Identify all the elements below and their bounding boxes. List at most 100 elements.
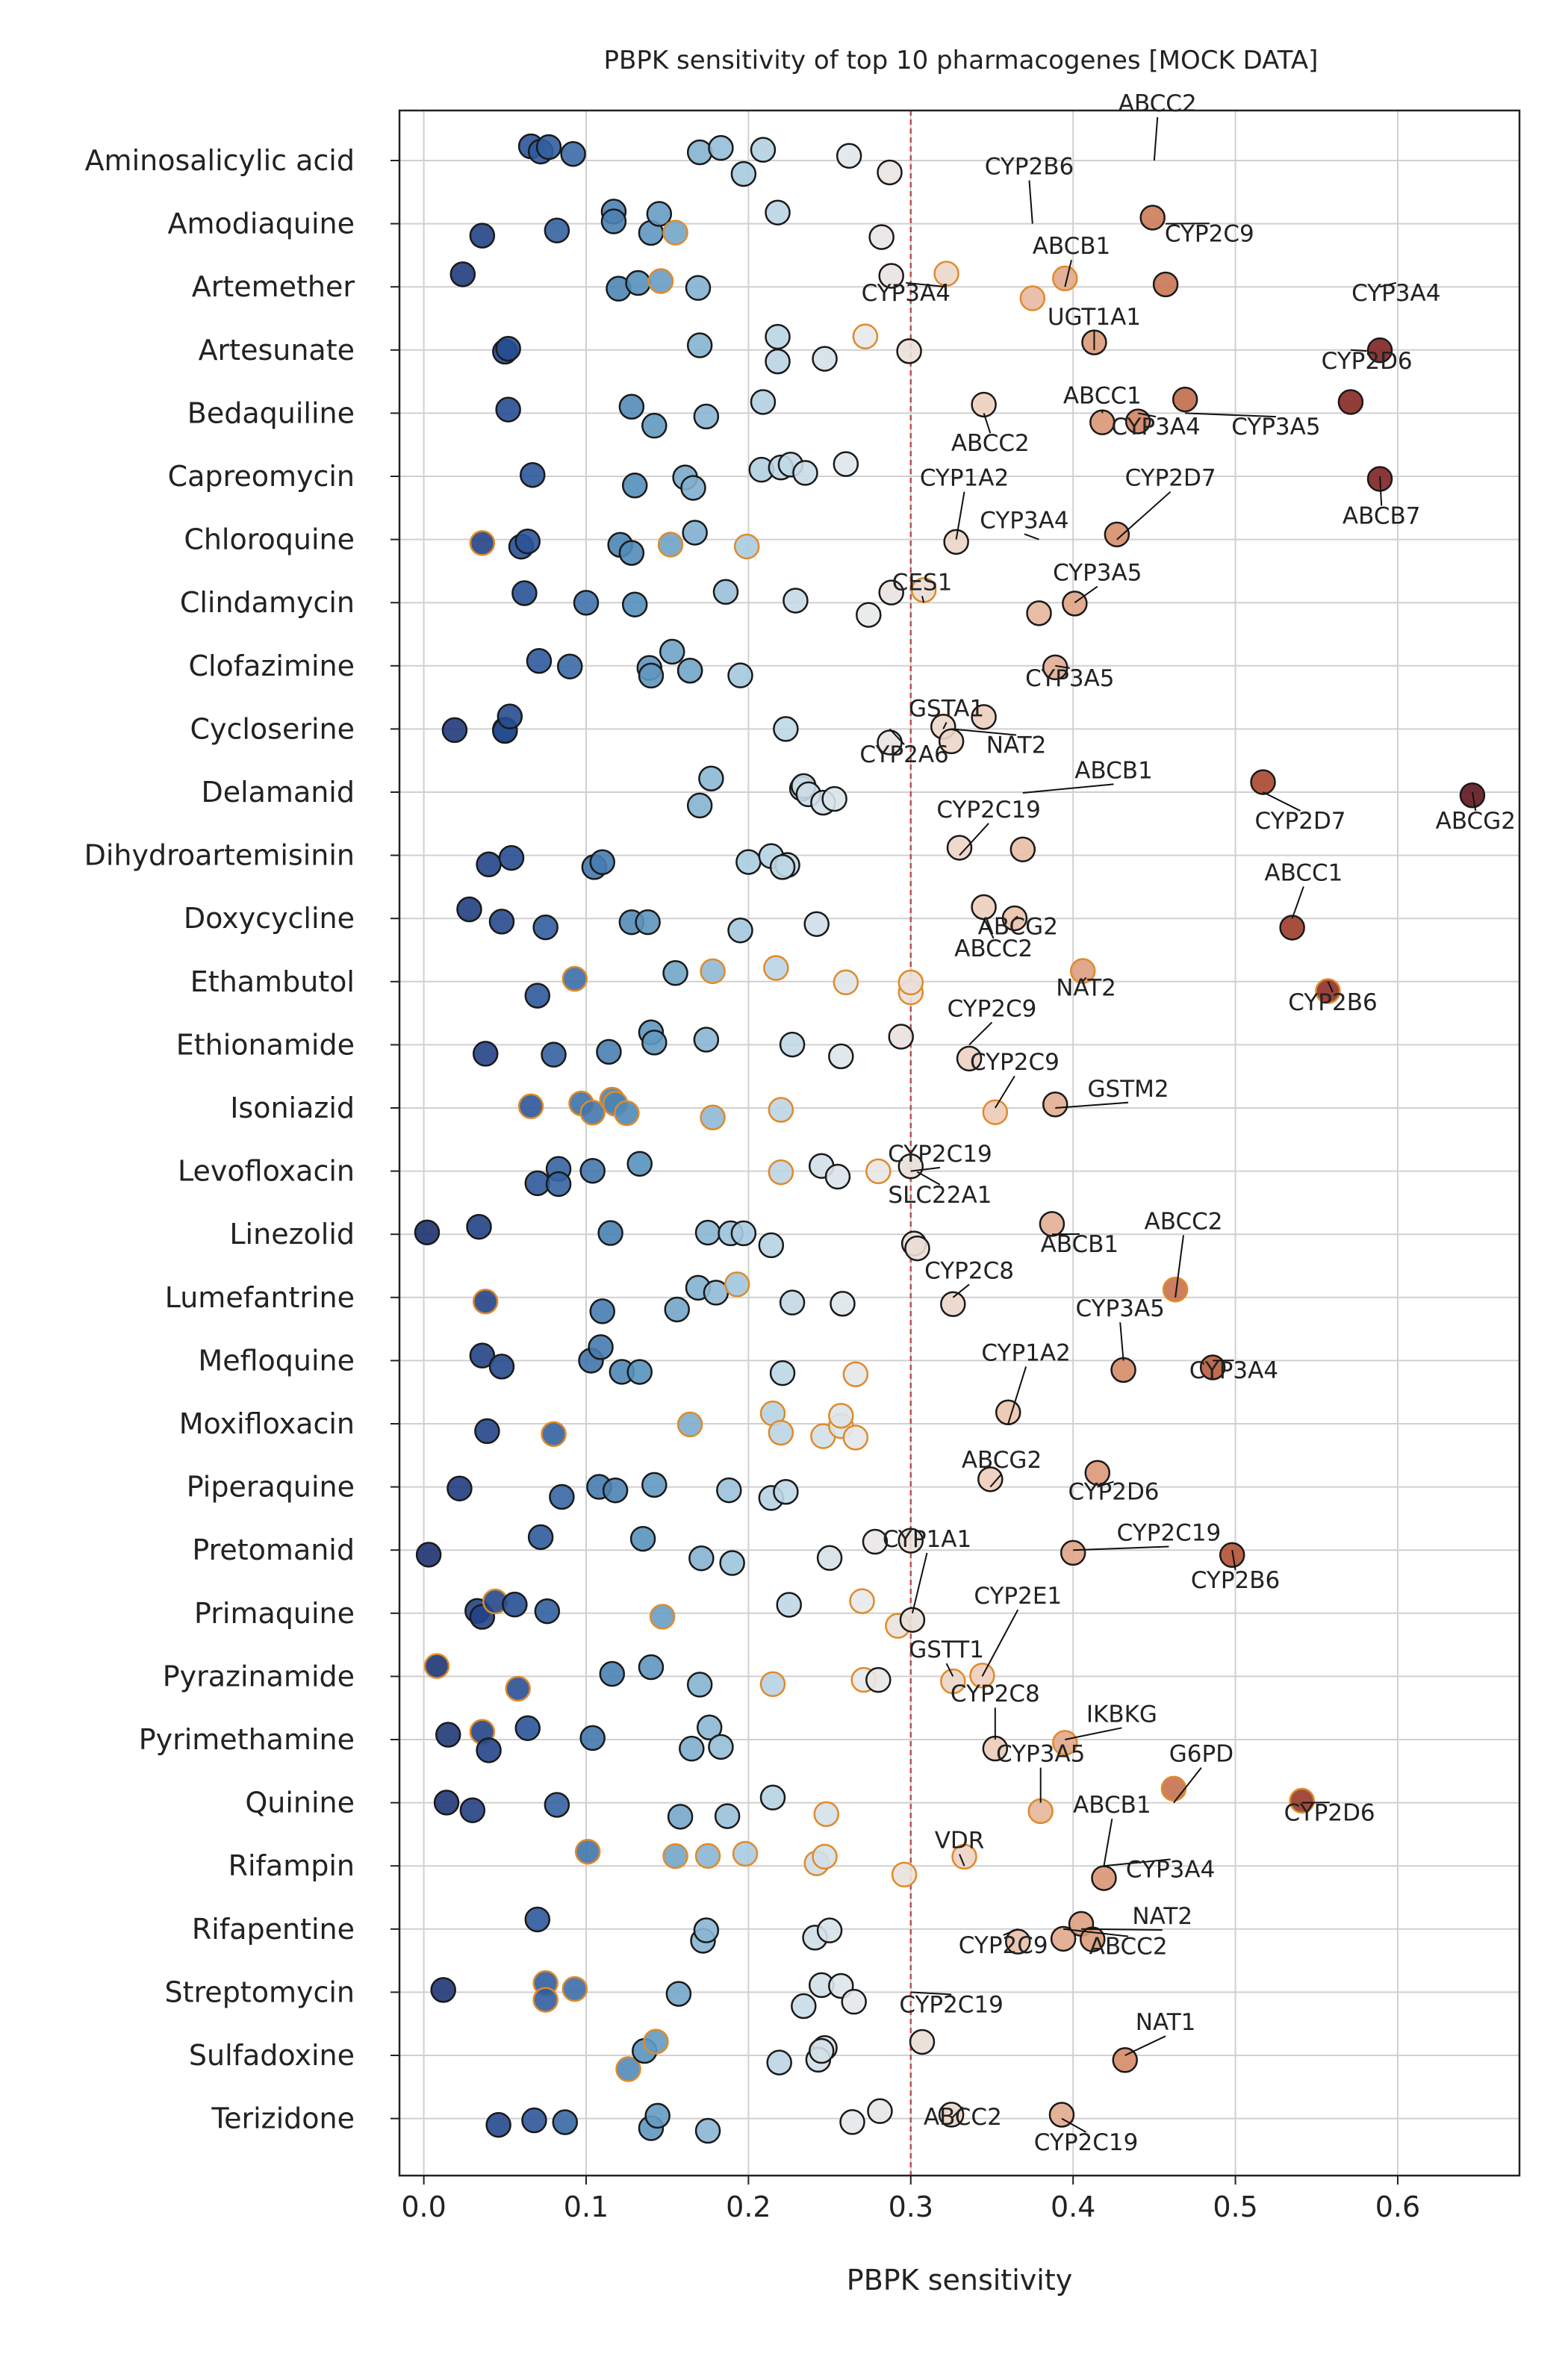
label-leader-line — [1064, 259, 1072, 287]
data-point — [693, 1917, 720, 1943]
data-point — [1104, 521, 1130, 548]
data-point — [698, 765, 724, 792]
label-leader-line — [942, 722, 948, 729]
label-leader-line — [1137, 412, 1157, 418]
gene-label: CYP3A4 — [862, 280, 951, 307]
data-point — [868, 224, 895, 250]
data-point — [476, 851, 502, 878]
data-point — [877, 159, 903, 186]
gene-label: CYP2B6 — [1288, 989, 1377, 1016]
data-point — [521, 2107, 547, 2134]
data-point — [1052, 265, 1078, 292]
data-point — [933, 261, 959, 287]
data-point — [579, 1100, 606, 1126]
data-point — [435, 1722, 461, 1748]
gene-label: CYP2D7 — [1125, 465, 1216, 492]
data-point — [638, 1654, 665, 1681]
data-point — [849, 1588, 875, 1614]
data-point — [474, 1418, 500, 1445]
gene-label: ABCC2 — [954, 935, 1033, 962]
data-point — [878, 579, 904, 605]
data-point — [621, 473, 648, 499]
data-point — [641, 1030, 668, 1056]
data-point — [888, 1024, 914, 1050]
drug-label: Artesunate — [199, 334, 355, 367]
drug-label: Pyrazinamide — [163, 1660, 355, 1693]
data-point — [618, 393, 645, 420]
data-point — [524, 1906, 551, 1933]
gene-label: CYP2C19 — [936, 797, 1041, 823]
data-point — [1048, 2102, 1075, 2128]
data-point — [1162, 1276, 1189, 1303]
data-point — [589, 1298, 615, 1324]
label-leader-line — [959, 823, 989, 856]
drug-label: Chloroquine — [184, 523, 355, 556]
gene-label: VDR — [935, 1828, 985, 1855]
drug-label: Quinine — [245, 1787, 355, 1819]
label-leader-line — [1074, 585, 1098, 604]
data-point — [700, 958, 726, 985]
data-point — [414, 1219, 441, 1245]
data-point — [694, 1843, 721, 1869]
label-leader-line — [1028, 180, 1033, 224]
gene-label: ABCC1 — [1063, 383, 1142, 410]
data-point — [635, 909, 661, 935]
drug-label: Sulfadoxine — [189, 2039, 355, 2072]
data-point — [836, 143, 862, 169]
data-point — [449, 261, 476, 287]
gene-label: CYP3A5 — [996, 1741, 1085, 1768]
data-point — [664, 1296, 690, 1323]
label-leader-line — [1173, 1766, 1202, 1804]
data-point — [423, 1653, 450, 1679]
gene-label: NAT1 — [1136, 2009, 1196, 2036]
label-leader-line — [968, 1021, 993, 1046]
data-point — [665, 1981, 692, 2007]
label-leader-line — [1063, 1928, 1129, 1937]
data-point — [686, 139, 713, 166]
label-leader-line — [1007, 1366, 1027, 1425]
data-point — [526, 648, 553, 674]
data-point — [730, 1220, 757, 1247]
data-point — [750, 389, 777, 415]
label-leader-line — [955, 491, 965, 540]
gene-label: CYP3A4 — [1111, 414, 1200, 440]
gene-label: CES1 — [892, 569, 953, 596]
x-tick-label: 0.1 — [564, 2191, 609, 2223]
data-point — [641, 412, 668, 439]
data-point — [1026, 600, 1052, 626]
data-point — [712, 579, 739, 605]
data-point — [1172, 386, 1198, 413]
gene-label: CYP2B6 — [985, 154, 1074, 181]
data-point — [1279, 915, 1305, 941]
drug-label: Doxycycline — [184, 902, 355, 935]
data-point — [816, 1917, 843, 1943]
gene-label: CYP2D7 — [1254, 808, 1345, 835]
data-point — [995, 1399, 1021, 1425]
drug-label: Cycloserine — [190, 712, 355, 745]
data-point — [1084, 1460, 1111, 1486]
data-point — [765, 199, 791, 225]
gene-label: SLC22A1 — [888, 1182, 992, 1209]
data-point — [897, 969, 924, 996]
data-point — [783, 588, 809, 614]
data-point — [768, 1159, 794, 1186]
data-point — [1160, 1775, 1187, 1802]
data-point — [472, 1041, 499, 1067]
data-point — [842, 1361, 869, 1388]
gene-label: CYP2C9 — [959, 1932, 1048, 1959]
data-point — [685, 275, 712, 301]
data-point — [1152, 271, 1179, 298]
label-leader-line — [889, 728, 905, 745]
label-leader-line — [1263, 791, 1301, 812]
gene-label: G6PD — [1169, 1741, 1233, 1768]
data-point — [680, 475, 706, 501]
label-leader-line — [1082, 977, 1087, 983]
gene-label: ABCG2 — [962, 1447, 1042, 1474]
data-point — [573, 590, 600, 616]
data-point — [769, 854, 796, 880]
drug-label: Clofazimine — [188, 650, 355, 682]
label-leader-line — [1350, 349, 1367, 352]
data-point — [1009, 836, 1036, 862]
data-point — [816, 1545, 843, 1572]
